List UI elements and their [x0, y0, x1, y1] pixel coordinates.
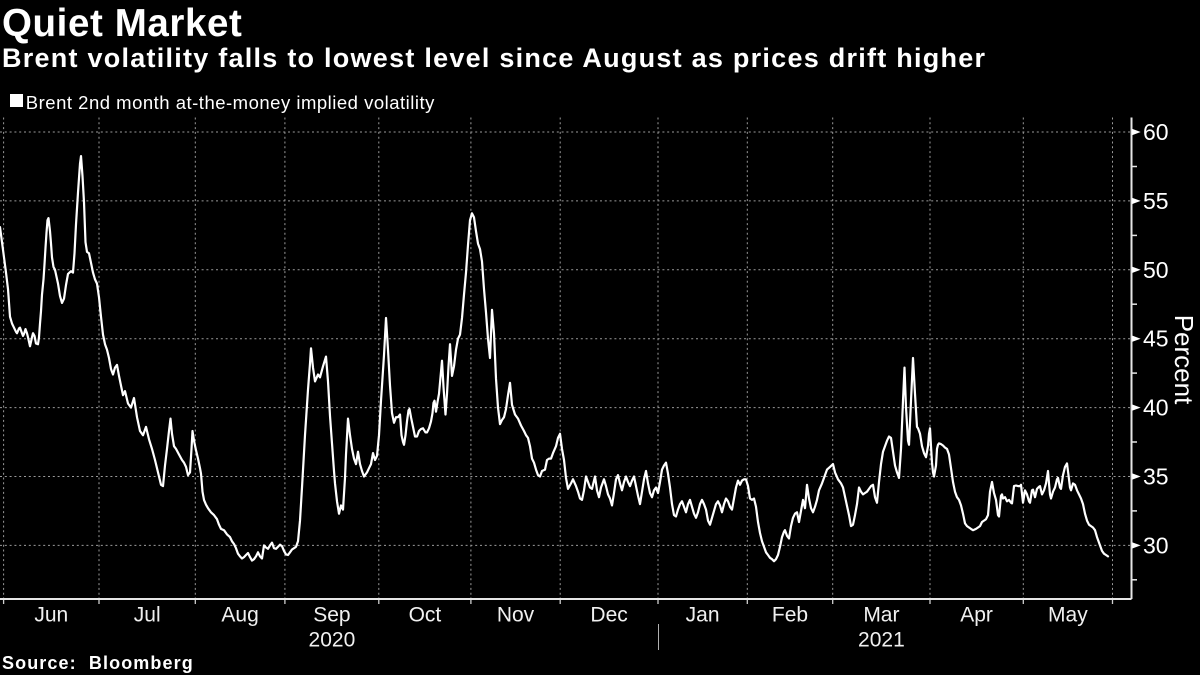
svg-text:60: 60 [1143, 119, 1169, 145]
svg-text:Apr: Apr [960, 604, 993, 627]
svg-text:Nov: Nov [497, 604, 535, 627]
svg-text:May: May [1048, 604, 1088, 627]
svg-text:Oct: Oct [409, 604, 442, 627]
svg-text:2020: 2020 [309, 629, 356, 652]
svg-text:Aug: Aug [221, 604, 258, 627]
svg-text:2021: 2021 [858, 629, 905, 652]
svg-text:Mar: Mar [863, 604, 899, 627]
svg-text:40: 40 [1143, 395, 1169, 421]
svg-text:Jul: Jul [134, 604, 161, 627]
svg-text:Jun: Jun [34, 604, 68, 627]
svg-text:35: 35 [1143, 464, 1169, 490]
svg-text:Jan: Jan [686, 604, 720, 627]
svg-text:50: 50 [1143, 257, 1169, 283]
svg-text:Dec: Dec [590, 604, 627, 627]
svg-text:30: 30 [1143, 532, 1169, 558]
svg-text:Sep: Sep [313, 604, 350, 627]
svg-text:Percent: Percent [1169, 315, 1199, 405]
svg-text:Feb: Feb [772, 604, 808, 627]
svg-text:45: 45 [1143, 326, 1169, 352]
svg-text:55: 55 [1143, 188, 1169, 214]
